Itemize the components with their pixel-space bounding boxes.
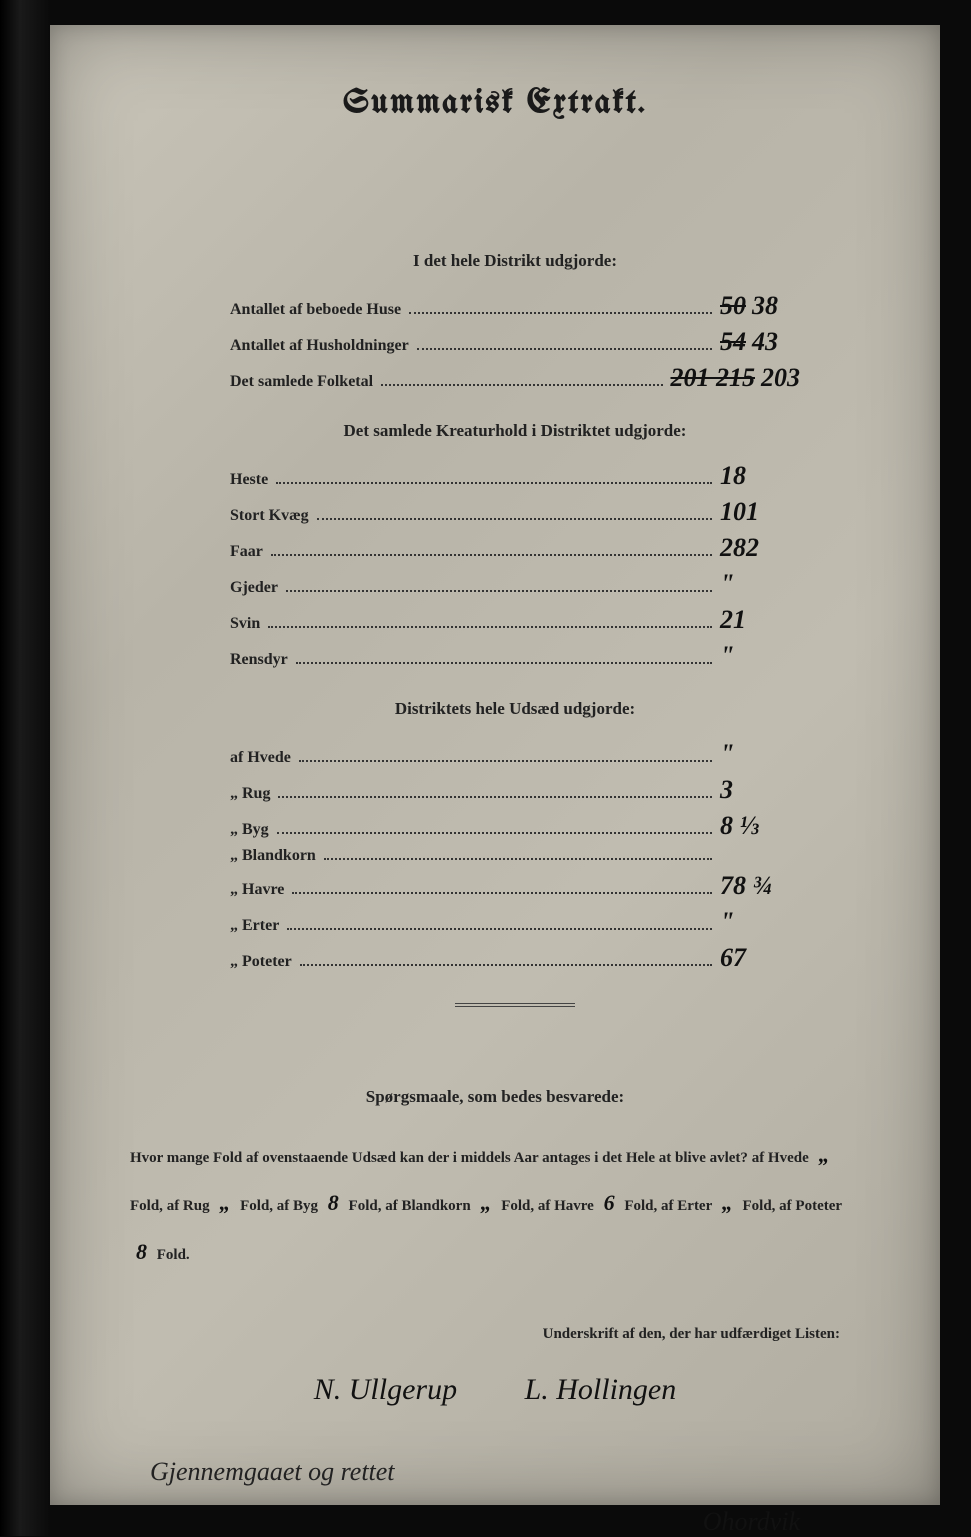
signature-block: Underskrift af den, der har udfærdiget L… — [110, 1326, 880, 1343]
row-label: Svin — [230, 615, 260, 633]
row-label: „ Erter — [230, 917, 279, 935]
dot-leader — [299, 760, 712, 762]
table-row: Gjeder " — [230, 569, 800, 599]
table-row: Heste 18 — [230, 461, 800, 491]
row-value: " — [720, 739, 800, 769]
table-row: Svin 21 — [230, 605, 800, 635]
row-label: Rensdyr — [230, 651, 288, 669]
dot-leader — [381, 384, 662, 386]
question-prefix: Hvor mange Fold af ovenstaaende Udsæd ka… — [130, 1150, 748, 1166]
dot-leader — [300, 964, 712, 966]
row-label: Antallet af beboede Huse — [230, 301, 401, 319]
row-label: af Hvede — [230, 749, 291, 767]
questions-block: Spørgsmaale, som bedes besvarede: Hvor m… — [110, 1087, 880, 1276]
row-value: 5038 — [720, 291, 800, 321]
row-value: 3 — [720, 775, 800, 805]
row-value: 5443 — [720, 327, 800, 357]
q-item: af Havre 6 Fold, — [538, 1198, 657, 1214]
dot-leader — [324, 858, 712, 860]
dot-leader — [268, 626, 712, 628]
row-label: Det samlede Folketal — [230, 373, 373, 391]
row-value: 67 — [720, 943, 800, 973]
document-page: Summarisk Extrakt. I det hele Distrikt u… — [50, 25, 940, 1505]
row-label: „ Blandkorn — [230, 847, 316, 865]
table-row: „ Byg 8 ⅓ — [230, 811, 800, 841]
q-item: af Byg 8 Fold, — [277, 1198, 382, 1214]
table-row: „ Erter " — [230, 907, 800, 937]
row-value: 18 — [720, 461, 800, 491]
page-title: Summarisk Extrakt. — [110, 85, 880, 121]
section1-rows: Antallet af beboede Huse 5038 Antallet a… — [230, 291, 800, 393]
row-label: „ Rug — [230, 785, 270, 803]
row-label: Heste — [230, 471, 268, 489]
bottom-signature: Ohordvik — [110, 1507, 880, 1537]
table-row: Det samlede Folketal 201 215203 — [230, 363, 800, 393]
dot-leader — [292, 892, 712, 894]
signature-label: Underskrift af den, der har udfærdiget L… — [110, 1326, 840, 1343]
table-row: Antallet af beboede Huse 5038 — [230, 291, 800, 321]
row-value: " — [720, 907, 800, 937]
dot-leader — [409, 312, 712, 314]
section3-rows: af Hvede " „ Rug 3 „ Byg 8 ⅓ „ Blandkorn „ … — [230, 739, 800, 973]
section1-heading: I det hele Distrikt udgjorde: — [230, 251, 800, 271]
table-row: Antallet af Husholdninger 5443 — [230, 327, 800, 357]
dot-leader — [417, 348, 712, 350]
dot-leader — [286, 590, 712, 592]
table-row: Faar 282 — [230, 533, 800, 563]
row-value: 201 215203 — [671, 363, 801, 393]
q-item: af Blandkorn „ Fold, — [385, 1198, 534, 1214]
book-binding — [0, 0, 50, 1536]
signature-1: N. Ullgerup — [314, 1373, 457, 1407]
row-value: " — [720, 641, 800, 671]
q-item: af Erter „ Fold, — [661, 1198, 775, 1214]
row-label: „ Poteter — [230, 953, 292, 971]
dot-leader — [276, 482, 712, 484]
table-row: Stort Kvæg 101 — [230, 497, 800, 527]
dot-leader — [277, 832, 712, 834]
row-value: 78 ¾ — [720, 871, 800, 901]
questions-heading: Spørgsmaale, som bedes besvarede: — [130, 1087, 860, 1107]
table-row: af Hvede " — [230, 739, 800, 769]
row-label: „ Byg — [230, 821, 269, 839]
row-label: Gjeder — [230, 579, 278, 597]
signatures: N. Ullgerup L. Hollingen — [110, 1373, 880, 1407]
row-label: „ Havre — [230, 881, 284, 899]
table-row: „ Rug 3 — [230, 775, 800, 805]
row-value: 101 — [720, 497, 800, 527]
dot-leader — [317, 518, 712, 520]
signature-2: L. Hollingen — [525, 1373, 677, 1407]
dot-leader — [278, 796, 712, 798]
bottom-note: Gjennemgaaet og rettet — [110, 1457, 880, 1487]
dot-leader — [287, 928, 712, 930]
dot-leader — [271, 554, 712, 556]
row-label: Stort Kvæg — [230, 507, 309, 525]
section-separator — [455, 1003, 575, 1007]
row-value: " — [720, 569, 800, 599]
table-row: „ Havre 78 ¾ — [230, 871, 800, 901]
row-value: 8 ⅓ — [720, 811, 800, 841]
row-value: 21 — [720, 605, 800, 635]
section2-heading: Det samlede Kreaturhold i Distriktet udg… — [230, 421, 800, 441]
row-label: Faar — [230, 543, 263, 561]
table-row: Rensdyr " — [230, 641, 800, 671]
row-label: Antallet af Husholdninger — [230, 337, 409, 355]
question-text: Hvor mange Fold af ovenstaaende Udsæd ka… — [130, 1131, 860, 1276]
q-item: af Rug „ Fold, — [167, 1198, 273, 1214]
section3-heading: Distriktets hele Udsæd udgjorde: — [230, 699, 800, 719]
section2-rows: Heste 18 Stort Kvæg 101 Faar 282 Gjeder " Sv… — [230, 461, 800, 671]
dot-leader — [296, 662, 712, 664]
row-value: 282 — [720, 533, 800, 563]
content-area: I det hele Distrikt udgjorde: Antallet a… — [110, 251, 880, 1007]
table-row: „ Poteter 67 — [230, 943, 800, 973]
table-row: „ Blandkorn — [230, 847, 800, 865]
